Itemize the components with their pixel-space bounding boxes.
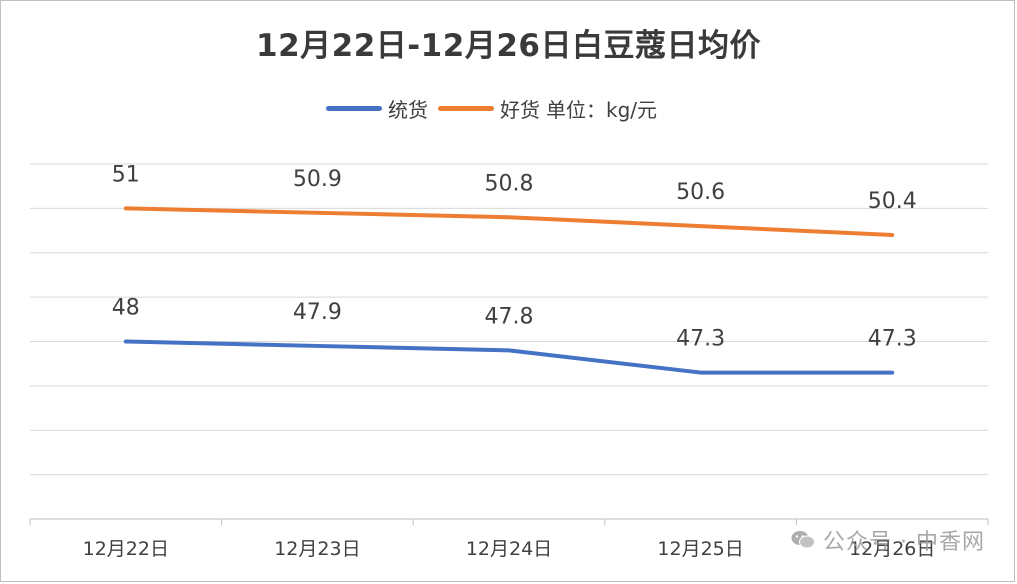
x-tick-label: 12月23日 (274, 538, 360, 560)
legend-label-series-0: 统货 (388, 97, 428, 122)
unit-label: 单位：kg/元 (546, 97, 658, 122)
data-label: 47.3 (676, 327, 725, 352)
data-label: 47.3 (868, 327, 917, 352)
series-line-1 (123, 206, 895, 237)
x-tick-label: 12月24日 (466, 538, 552, 560)
data-label: 51 (112, 162, 140, 187)
legend-item-series-0: 统货 (326, 94, 428, 123)
legend-item-series-1: 好货 单位：kg/元 (438, 94, 657, 123)
x-tick-label: 12月22日 (83, 538, 169, 560)
x-tick-label: 12月26日 (849, 538, 935, 560)
data-label: 48 (112, 296, 140, 321)
chart-title: 12月22日-12月26日白豆蔻日均价 (256, 28, 761, 64)
legend-label-series-1: 好货 (500, 97, 540, 122)
data-label: 50.8 (485, 171, 534, 196)
chart-legend: 统货 好货 单位：kg/元 (326, 94, 667, 122)
x-tick-label: 12月25日 (657, 538, 743, 560)
watermark-text: 公众号 · 中香网 (823, 530, 985, 555)
data-label: 47.9 (293, 300, 342, 325)
data-label: 50.9 (293, 167, 342, 192)
data-label: 50.6 (676, 180, 725, 205)
legend-swatch-series-0 (326, 105, 382, 111)
data-label: 50.4 (868, 189, 917, 214)
wechat-icon (791, 531, 816, 549)
series-line-0 (123, 339, 895, 375)
watermark: 公众号 · 中香网 (791, 524, 985, 556)
legend-swatch-series-1 (438, 105, 494, 111)
data-label: 47.8 (485, 304, 534, 329)
